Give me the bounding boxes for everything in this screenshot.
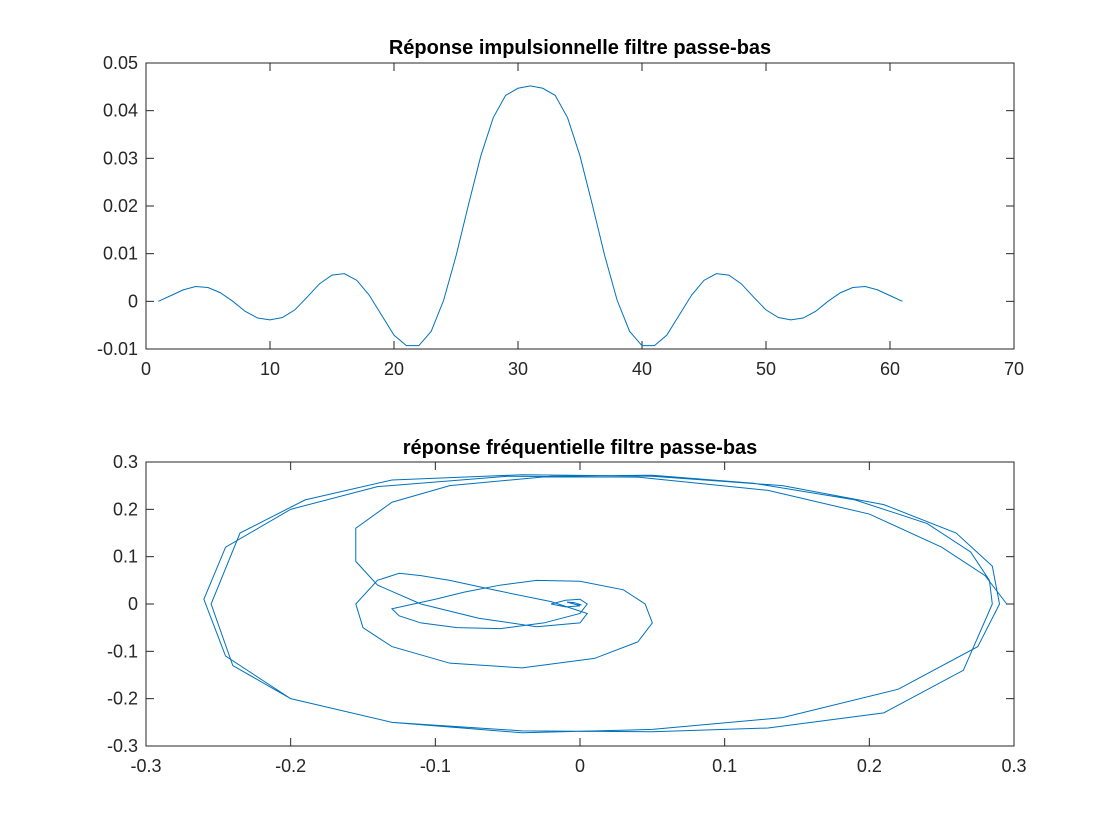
frequency-chart-axes-box (145, 461, 1015, 747)
frequency-xtick-label: 0 (575, 756, 585, 776)
impulse-series-line-0 (158, 85, 903, 347)
impulse-xtick-label: 60 (880, 359, 900, 379)
impulse-response-subplot: Réponse impulsionnelle filtre passe-bas … (97, 37, 1024, 379)
impulse-chart-ticks: 0 10 20 30 40 50 60 70-0.0100.010.020.030.040.0… (97, 53, 1024, 379)
frequency-ytick-label: 0.1 (113, 547, 138, 567)
impulse-ytick-label: 0.01 (103, 244, 138, 264)
impulse-xtick-label: 10 (260, 359, 280, 379)
frequency-ytick-label: -0.3 (107, 736, 138, 756)
impulse-ytick-label: 0.04 (103, 101, 138, 121)
impulse-ytick-label: 0.03 (103, 148, 138, 168)
impulse-chart-title: Réponse impulsionnelle filtre passe-bas (389, 37, 771, 59)
impulse-chart-axes-box (145, 62, 1015, 350)
frequency-xtick-label: -0.3 (130, 756, 161, 776)
frequency-xtick-label: 0.2 (857, 756, 882, 776)
impulse-xtick-label: 30 (508, 359, 528, 379)
frequency-ytick-label: -0.1 (107, 641, 138, 661)
frequency-chart-title: réponse fréquentielle filtre passe-bas (403, 437, 758, 459)
impulse-xtick-label: 20 (384, 359, 404, 379)
frequency-ytick-label: 0.2 (113, 499, 138, 519)
frequency-ytick-label: -0.2 (107, 689, 138, 709)
frequency-xtick-label: -0.1 (420, 756, 451, 776)
impulse-chart-series (158, 85, 903, 347)
impulse-ytick-label: 0.02 (103, 196, 138, 216)
frequency-chart-series (203, 474, 1008, 734)
impulse-xtick-label: 70 (1004, 359, 1024, 379)
impulse-xtick-label: 0 (141, 359, 151, 379)
frequency-ytick-label: 0 (128, 594, 138, 614)
frequency-xtick-label: 0.1 (712, 756, 737, 776)
impulse-xtick-label: 40 (632, 359, 652, 379)
frequency-ytick-label: 0.3 (113, 452, 138, 472)
impulse-ytick-label: -0.01 (97, 339, 138, 359)
frequency-xtick-label: 0.3 (1001, 756, 1026, 776)
frequency-response-subplot: réponse fréquentielle filtre passe-bas -… (107, 437, 1027, 776)
impulse-ytick-label: 0.05 (103, 53, 138, 73)
impulse-xtick-label: 50 (756, 359, 776, 379)
frequency-series-line-0 (203, 474, 1008, 734)
frequency-chart-ticks: -0.3 -0.2 -0.1 0 0.1 0.2 0.3 -0.3 -0.2 -0.1 0 0.1 0.… (107, 452, 1027, 776)
impulse-ytick-label: 0 (128, 291, 138, 311)
frequency-xtick-label: -0.2 (275, 756, 306, 776)
